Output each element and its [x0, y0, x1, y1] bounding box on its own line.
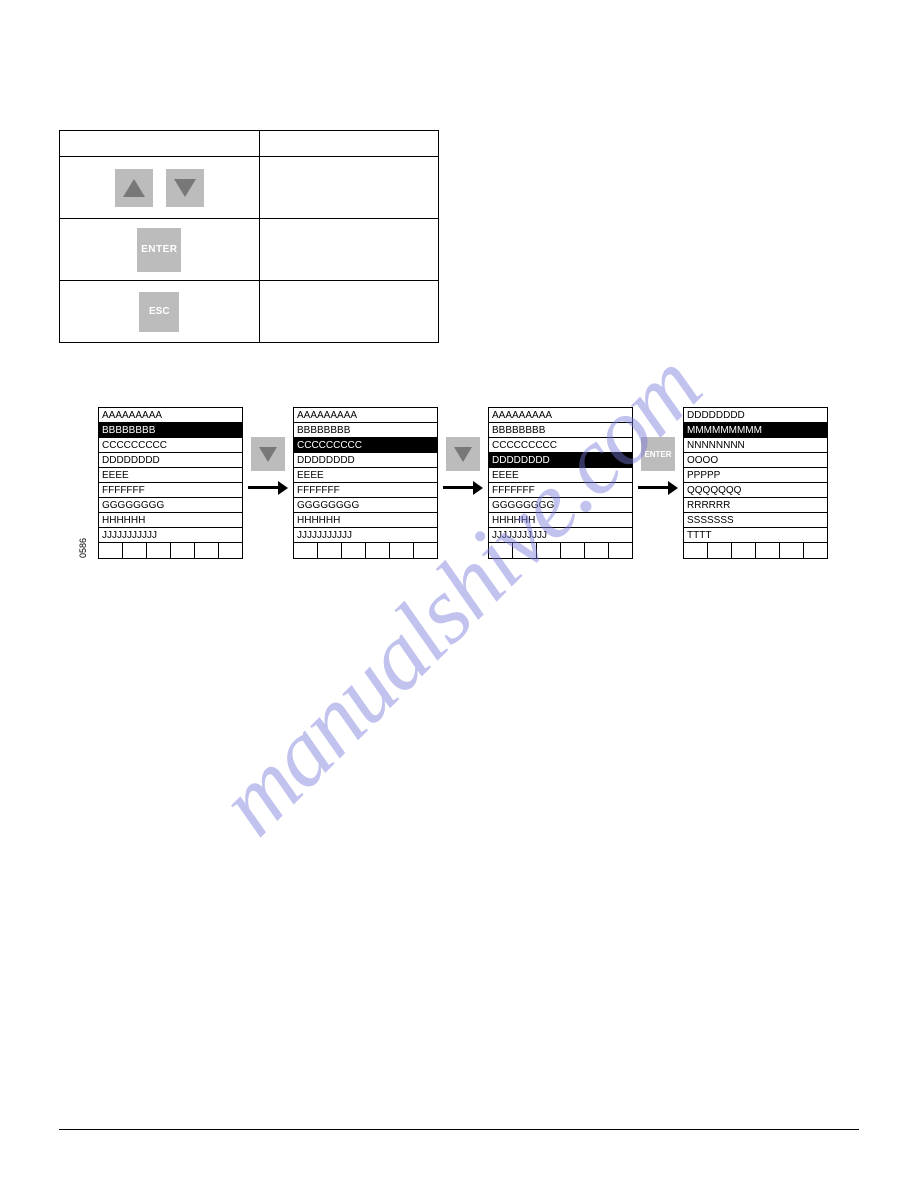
step-down-button[interactable] — [446, 437, 480, 471]
menu-item: MMMMMMMMM — [684, 423, 827, 438]
menu-item: FFFFFFF — [99, 483, 242, 498]
menu-item: CCCCCCCCC — [489, 438, 632, 453]
menu-item: OOOO — [684, 453, 827, 468]
figure-id: 0586 — [78, 538, 88, 558]
menu-item: CCCCCCCCC — [294, 438, 437, 453]
arrow-right-icon — [443, 481, 483, 495]
step-down-button[interactable] — [251, 437, 285, 471]
menu-screen: AAAAAAAAABBBBBBBBCCCCCCCCCDDDDDDDDEEEEFF… — [98, 407, 243, 559]
menu-footer — [489, 543, 632, 558]
menu-item: BBBBBBBB — [294, 423, 437, 438]
arrow-right-icon — [638, 481, 678, 495]
connector: ENTER — [633, 407, 683, 495]
menu-item: AAAAAAAAA — [99, 408, 242, 423]
menu-screen: AAAAAAAAABBBBBBBBCCCCCCCCCDDDDDDDDEEEEFF… — [488, 407, 633, 559]
menu-item: DDDDDDDD — [294, 453, 437, 468]
menu-item: DDDDDDDD — [99, 453, 242, 468]
menu-screen: DDDDDDDDMMMMMMMMMNNNNNNNNOOOOPPPPPQQQQQQ… — [683, 407, 828, 559]
keypad-table: ENTER ESC — [59, 130, 439, 343]
menu-sequence-diagram: AAAAAAAAABBBBBBBBCCCCCCCCCDDDDDDDDEEEEFF… — [98, 407, 878, 587]
menu-item: TTTT — [684, 528, 827, 543]
step-enter-button[interactable]: ENTER — [641, 437, 675, 471]
menu-footer — [99, 543, 242, 558]
keypad-row-enter: ENTER — [60, 219, 439, 281]
menu-item: GGGGGGGG — [99, 498, 242, 513]
menu-item: CCCCCCCCC — [99, 438, 242, 453]
down-arrow-button[interactable] — [166, 169, 204, 207]
connector — [243, 407, 293, 495]
keypad-row-arrows — [60, 157, 439, 219]
keypad-header-row — [60, 131, 439, 157]
menu-item: HHHHHH — [99, 513, 242, 528]
menu-item: HHHHHH — [489, 513, 632, 528]
menu-item: RRRRRR — [684, 498, 827, 513]
menu-item: BBBBBBBB — [489, 423, 632, 438]
menu-item: FFFFFFF — [294, 483, 437, 498]
menu-item: DDDDDDDD — [684, 408, 827, 423]
menu-item: AAAAAAAAA — [489, 408, 632, 423]
down-arrow-icon — [174, 179, 196, 197]
keypad-row-esc: ESC — [60, 281, 439, 343]
up-arrow-icon — [123, 179, 145, 197]
menu-item: FFFFFFF — [489, 483, 632, 498]
menu-item: SSSSSSS — [684, 513, 827, 528]
menu-screen: AAAAAAAAABBBBBBBBCCCCCCCCCDDDDDDDDEEEEFF… — [293, 407, 438, 559]
menu-item: HHHHHH — [294, 513, 437, 528]
menu-item: GGGGGGGG — [489, 498, 632, 513]
menu-item: JJJJJJJJJJJ — [294, 528, 437, 543]
down-arrow-icon — [454, 447, 472, 462]
connector — [438, 407, 488, 495]
menu-item: DDDDDDDD — [489, 453, 632, 468]
menu-item: EEEE — [294, 468, 437, 483]
menu-item: NNNNNNNN — [684, 438, 827, 453]
menu-item: EEEE — [489, 468, 632, 483]
arrow-right-icon — [248, 481, 288, 495]
menu-item: BBBBBBBB — [99, 423, 242, 438]
menu-item: QQQQQQQ — [684, 483, 827, 498]
menu-item: JJJJJJJJJJJ — [489, 528, 632, 543]
menu-footer — [294, 543, 437, 558]
menu-item: PPPPP — [684, 468, 827, 483]
footer-rule — [59, 1129, 859, 1130]
down-arrow-icon — [259, 447, 277, 462]
menu-footer — [684, 543, 827, 558]
esc-button[interactable]: ESC — [139, 292, 179, 332]
menu-item: JJJJJJJJJJJ — [99, 528, 242, 543]
up-arrow-button[interactable] — [115, 169, 153, 207]
enter-button[interactable]: ENTER — [137, 228, 181, 272]
menu-item: EEEE — [99, 468, 242, 483]
menu-item: AAAAAAAAA — [294, 408, 437, 423]
menu-item: GGGGGGGG — [294, 498, 437, 513]
